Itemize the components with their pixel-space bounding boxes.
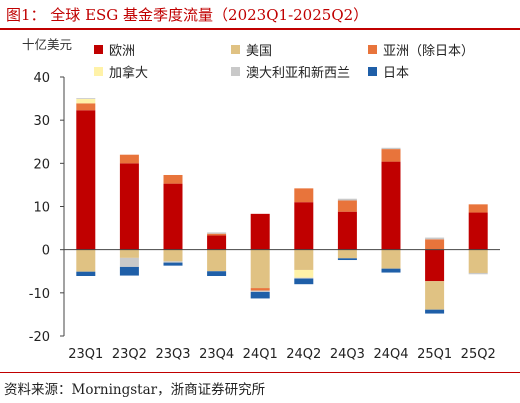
x-tick-label: 25Q1 — [417, 347, 452, 362]
y-tick-label: 30 — [33, 114, 50, 129]
bar-segment-24q2-s3 — [294, 269, 314, 278]
bar-segment-25q2-s1 — [468, 249, 488, 273]
legend-label-japan: 日本 — [383, 66, 410, 81]
bar-segment-23q2-s0 — [119, 163, 139, 250]
bar-segment-23q1-s5 — [76, 271, 96, 276]
legend-item-europe: 欧洲 — [94, 40, 135, 59]
bar-segment-23q3-s0 — [163, 183, 183, 250]
legend-item-canada: 加拿大 — [94, 62, 148, 81]
bar-segment-23q3-s4 — [163, 261, 183, 263]
legend-label-europe: 欧洲 — [109, 44, 136, 59]
bar-segment-23q2-s5 — [119, 266, 139, 276]
bar-segment-24q1-s4 — [250, 290, 270, 292]
legend-item-japan: 日本 — [368, 62, 409, 81]
bar-segment-23q1-s2 — [76, 103, 96, 111]
bar-segment-24q1-s5 — [250, 291, 270, 299]
x-tick-label: 23Q4 — [199, 347, 234, 362]
bar-segment-25q2-s4 — [468, 272, 488, 275]
x-tick-label: 24Q4 — [373, 347, 408, 362]
bar-segment-24q1-s1 — [250, 249, 270, 289]
bar-segment-23q2-s2 — [119, 154, 139, 164]
bar-segment-23q1-s1 — [76, 249, 96, 272]
bar-segment-23q4-s2 — [207, 233, 227, 236]
bar-segment-25q1-s4 — [425, 237, 445, 240]
legend-label-asia-ex-japan: 亚洲（除日本） — [383, 44, 475, 59]
bar-segment-23q4-s4 — [207, 232, 227, 234]
bar-segment-24q4-s0 — [381, 161, 401, 250]
bar-segment-23q3-s2 — [163, 174, 183, 184]
legend-swatch-japan — [368, 67, 377, 76]
legend-label-australia-nz: 澳大利亚和新西兰 — [246, 66, 351, 81]
y-tick-label: 40 — [33, 71, 50, 86]
x-tick-label: 24Q1 — [243, 347, 278, 362]
bar-segment-23q1-s0 — [76, 110, 96, 250]
bar-segment-24q1-s2 — [250, 288, 270, 291]
bar-segment-23q4-s5 — [207, 271, 227, 276]
bar-segment-23q1-s4 — [76, 98, 96, 100]
bar-segment-24q3-s5 — [337, 258, 357, 261]
x-tick-label: 24Q2 — [286, 347, 321, 362]
bar-segment-24q4-s4 — [381, 147, 401, 150]
bar-segment-23q4-s0 — [207, 235, 227, 250]
y-axis-unit-label: 十亿美元 — [22, 37, 73, 52]
bar-segment-25q2-s0 — [468, 212, 488, 250]
bar-segment-24q3-s2 — [337, 200, 357, 212]
bar-segment-24q4-s5 — [381, 268, 401, 273]
bar-segment-23q3-s5 — [163, 262, 183, 266]
source-divider — [0, 372, 520, 373]
bar-segment-23q2-s4 — [119, 257, 139, 267]
y-tick-label: -10 — [29, 287, 50, 302]
title-divider — [0, 28, 520, 30]
bar-segment-24q4-s1 — [381, 249, 401, 269]
y-tick-label: 20 — [33, 157, 50, 172]
legend-swatch-asia-ex-japan — [368, 45, 377, 54]
bar-segment-24q2-s5 — [294, 278, 314, 285]
legend-item-us: 美国 — [231, 40, 272, 59]
figure-source: 资料来源：Morningstar，浙商证券研究所 — [4, 382, 266, 398]
bar-segment-24q2-s1 — [294, 249, 314, 270]
y-tick-label: 0 — [42, 244, 50, 259]
bar-segment-24q3-s4 — [337, 198, 357, 201]
bar-segment-24q3-s0 — [337, 211, 357, 250]
bar-segment-24q1-s0 — [250, 213, 270, 250]
legend-item-australia-nz: 澳大利亚和新西兰 — [231, 62, 350, 81]
bar-segment-24q2-s0 — [294, 202, 314, 250]
legend-swatch-australia-nz — [231, 67, 240, 76]
x-tick-label: 23Q2 — [112, 347, 147, 362]
x-tick-label: 24Q3 — [330, 347, 365, 362]
bar-segment-25q1-s5 — [425, 309, 445, 314]
x-tick-label: 23Q3 — [155, 347, 190, 362]
legend-label-canada: 加拿大 — [109, 66, 149, 81]
bar-segment-25q1-s2 — [425, 239, 445, 250]
x-tick-label: 23Q1 — [68, 347, 103, 362]
bar-segment-24q3-s1 — [337, 249, 357, 259]
figure-title: 图1： 全球 ESG 基金季度流量（2023Q1-2025Q2） — [6, 6, 369, 24]
bar-segment-24q2-s4 — [294, 277, 314, 279]
bar-segment-24q2-s2 — [294, 188, 314, 203]
bar-segment-23q3-s1 — [163, 249, 183, 262]
bar-segment-25q1-s1 — [425, 281, 445, 310]
legend-swatch-europe — [94, 45, 103, 54]
bar-segment-25q1-s0 — [425, 249, 445, 282]
legend-swatch-canada — [94, 67, 103, 76]
bar-segment-24q4-s2 — [381, 149, 401, 162]
legend-swatch-us — [231, 45, 240, 54]
bar-segment-25q2-s2 — [468, 204, 488, 213]
legend-label-us: 美国 — [246, 44, 273, 59]
x-tick-label: 25Q2 — [461, 347, 496, 362]
bar-segment-23q1-s3 — [76, 99, 96, 104]
bar-segment-23q4-s1 — [207, 249, 227, 272]
y-tick-label: 10 — [33, 201, 50, 216]
legend-item-asia-ex-japan: 亚洲（除日本） — [368, 40, 474, 59]
y-tick-label: -20 — [29, 330, 50, 345]
bar-segment-23q2-s1 — [119, 249, 139, 258]
